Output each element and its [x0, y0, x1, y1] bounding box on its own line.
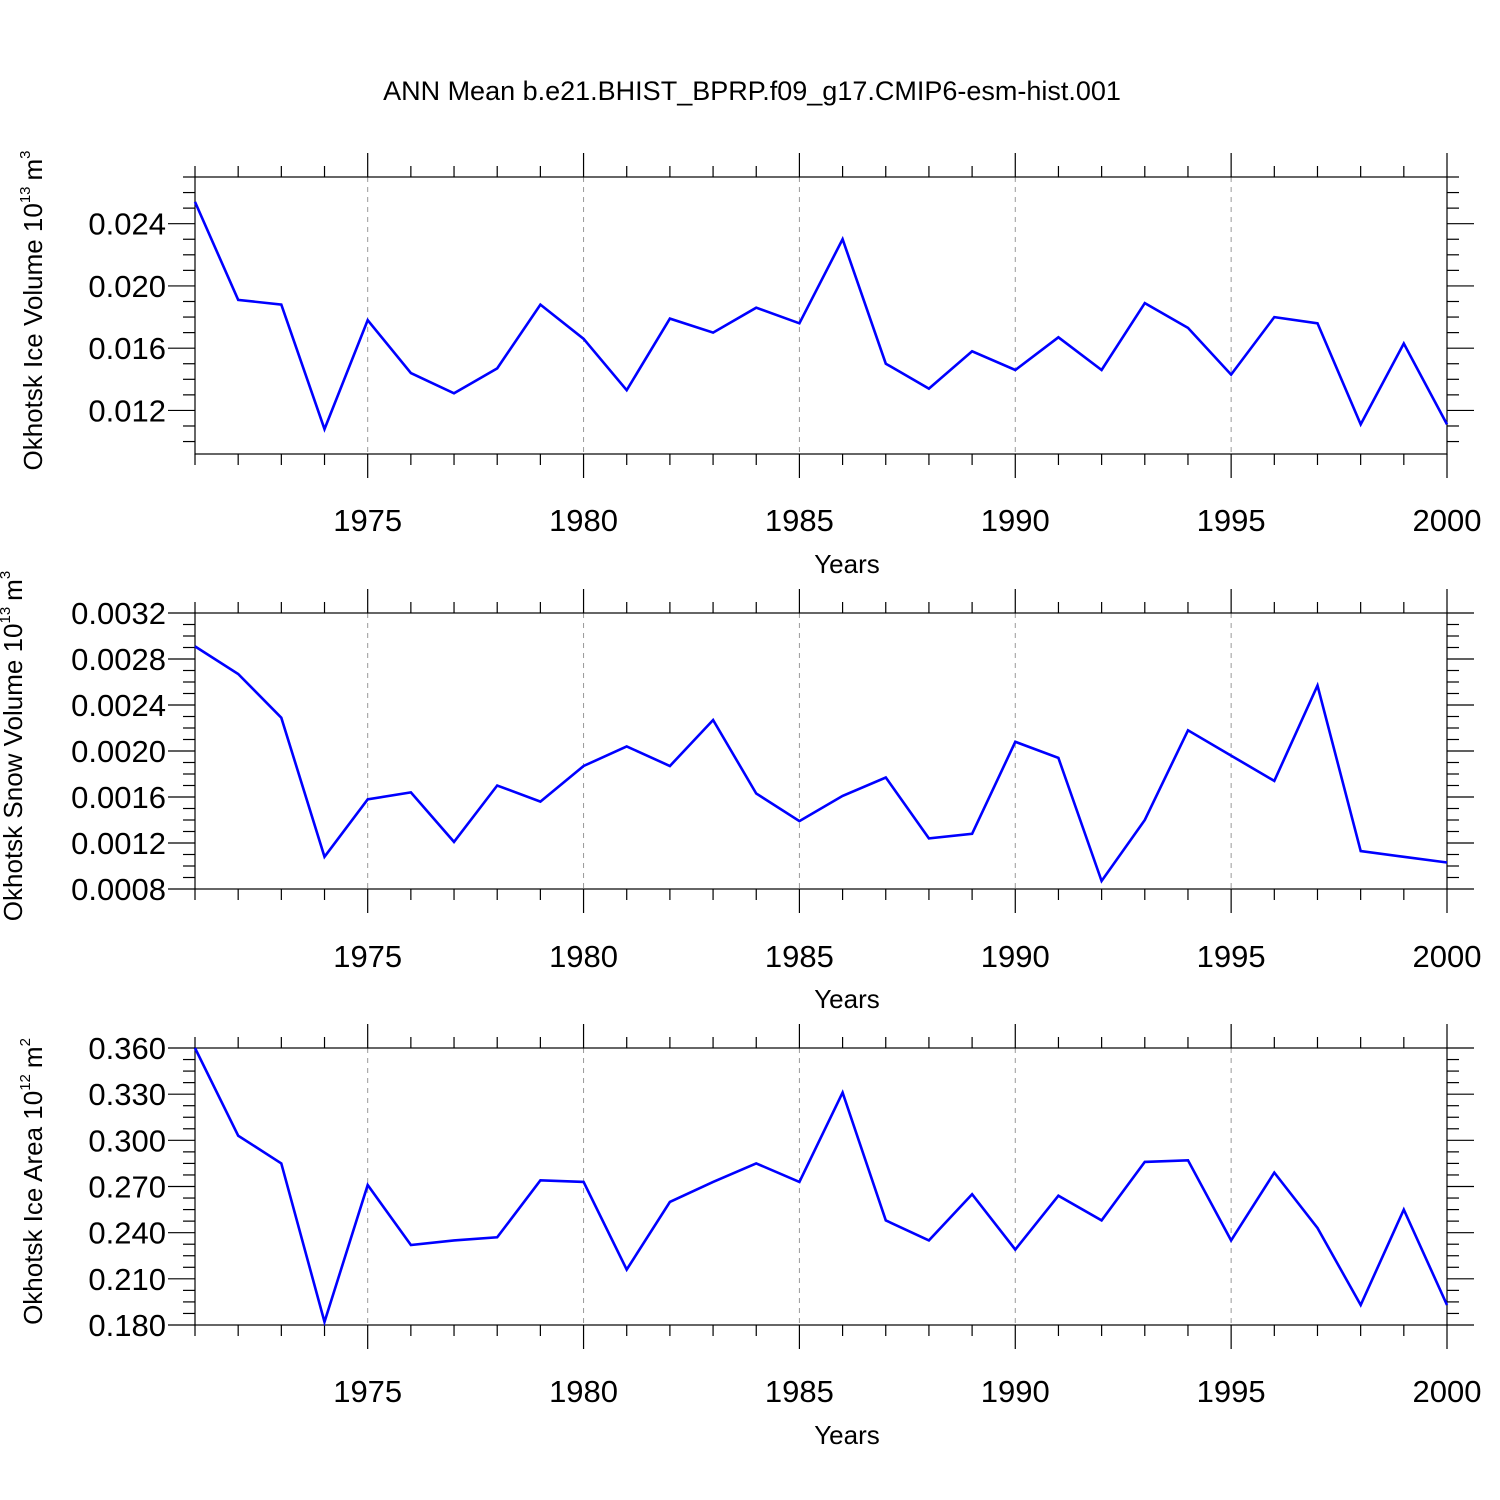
x-axis-title: Years	[814, 984, 880, 1014]
x-tick-label: 2000	[1413, 1374, 1482, 1409]
y-tick-label: 0.020	[88, 269, 166, 304]
y-axis-title: Okhotsk Ice Area 1012m2	[17, 1038, 48, 1325]
x-tick-label: 1985	[765, 503, 834, 538]
series-line	[194, 645, 1448, 884]
x-tick-label: 1985	[765, 939, 834, 974]
x-tick-label: 1980	[549, 1374, 618, 1409]
y-tick-label: 0.0028	[71, 642, 166, 677]
x-axis-title: Years	[814, 549, 880, 579]
y-tick-label: 0.0020	[71, 734, 166, 769]
x-tick-label: 1985	[765, 1374, 834, 1409]
y-tick-label: 0.270	[88, 1170, 166, 1205]
x-tick-label: 1975	[333, 1374, 402, 1409]
y-axis-title: Okhotsk Snow Volume 1013m3	[0, 571, 28, 921]
y-tick-label: 0.300	[88, 1123, 166, 1158]
series-line	[193, 201, 1449, 433]
x-tick-label: 1975	[333, 503, 402, 538]
y-tick-label: 0.0008	[71, 872, 166, 907]
x-axis-title: Years	[814, 1420, 880, 1450]
x-tick-label: 1995	[1197, 503, 1266, 538]
plot-frame	[194, 612, 1448, 890]
y-tick-label: 0.360	[88, 1031, 166, 1066]
y-tick-label: 0.0032	[71, 596, 166, 631]
x-tick-label: 1990	[981, 503, 1050, 538]
y-tick-label: 0.024	[88, 207, 166, 242]
x-tick-label: 2000	[1413, 503, 1482, 538]
y-tick-label: 0.180	[88, 1308, 166, 1343]
y-tick-label: 0.330	[88, 1077, 166, 1112]
panel-1: 1975 1980 1985 1990 1995 2000 0.012 0.016 0.020 0…	[17, 150, 1481, 579]
y-tick-label: 0.016	[88, 331, 166, 366]
y-tick-label: 0.210	[88, 1262, 166, 1297]
x-tick-label: 1990	[981, 939, 1050, 974]
panel-2: 1975 1980 1985 1990 1995 2000 0.0008 0.0012 0.00…	[0, 571, 1481, 1014]
chart-title: ANN Mean b.e21.BHIST_BPRP.f09_g17.CMIP6-…	[383, 76, 1121, 106]
x-tick-label: 2000	[1413, 939, 1482, 974]
y-axis-title: Okhotsk Ice Volume 1013m3	[17, 150, 48, 470]
plot-frame	[194, 176, 1448, 455]
x-tick-label: 1995	[1197, 1374, 1266, 1409]
x-tick-label: 1980	[549, 503, 618, 538]
x-tick-label: 1980	[549, 939, 618, 974]
panel-3: 1975 1980 1985 1990 1995 2000 0.180 0.210 0.240 0…	[17, 1024, 1481, 1450]
y-tick-label: 0.240	[88, 1216, 166, 1251]
x-tick-label: 1990	[981, 1374, 1050, 1409]
y-tick-label: 0.0016	[71, 780, 166, 815]
y-tick-label: 0.012	[88, 393, 166, 428]
plot-frame	[194, 1047, 1448, 1326]
x-tick-label: 1995	[1197, 939, 1266, 974]
y-tick-label: 0.0012	[71, 826, 166, 861]
y-tick-label: 0.0024	[71, 688, 166, 723]
x-tick-label: 1975	[333, 939, 402, 974]
series-line	[193, 1047, 1449, 1327]
